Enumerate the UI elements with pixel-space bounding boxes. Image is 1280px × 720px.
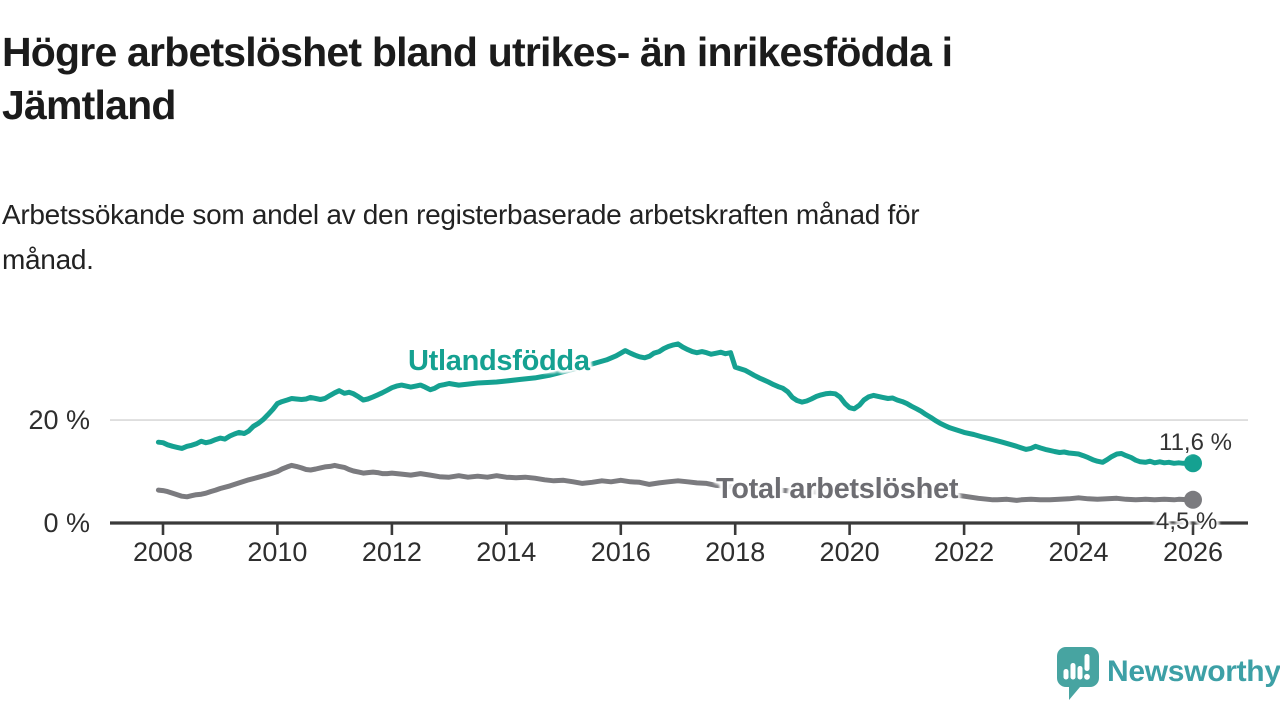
end-value-label-total: 4,5 % <box>1156 508 1218 535</box>
x-tick-label: 2016 <box>591 537 651 567</box>
page-title: Högre arbetslöshet bland utrikes- än inr… <box>2 26 1222 132</box>
series-line-total <box>155 462 1196 503</box>
series-end-dot-total <box>1184 490 1202 509</box>
series-label-total-arbetsloshet: Total arbetslöshet <box>716 473 959 505</box>
series-line-utlandsfodda <box>155 341 1196 466</box>
x-tick-label: 2012 <box>362 537 422 567</box>
x-tick-label: 2022 <box>934 537 994 567</box>
chart-subtitle-line-2: månad. <box>2 243 94 275</box>
x-tick-label: 2008 <box>133 537 193 567</box>
chart-subtitle-line-1: Arbetssökande som andel av den registerb… <box>2 199 920 230</box>
x-tick-label: 2020 <box>820 537 880 567</box>
chart-subtitle: Arbetssökande som andel av den registerb… <box>2 193 1232 283</box>
end-value-label-utlandsfodda: 11,6 % <box>1159 429 1232 456</box>
x-tick-label: 2024 <box>1048 537 1108 567</box>
newsworthy-wordmark: Newsworthy <box>1107 655 1280 688</box>
x-tick-label: 2014 <box>476 537 536 567</box>
x-tick-label: 2026 <box>1163 537 1223 567</box>
series-label-utlandsfodda: Utlandsfödda <box>408 345 590 377</box>
x-tick-label: 2018 <box>705 537 765 567</box>
newsworthy-logo: Newsworthy <box>1055 645 1280 701</box>
page-title-line-1: Högre arbetslöshet bland utrikes- än inr… <box>2 29 953 75</box>
page-title-line-2: Jämtland <box>2 81 176 128</box>
y-tick-label: 20 % <box>28 405 90 435</box>
x-tick-label: 2010 <box>247 537 307 567</box>
series-end-dot-utlandsfodda <box>1184 454 1202 473</box>
y-tick-label: 0 % <box>43 508 90 538</box>
speech-bubble-bar-chart-icon <box>1057 647 1099 700</box>
